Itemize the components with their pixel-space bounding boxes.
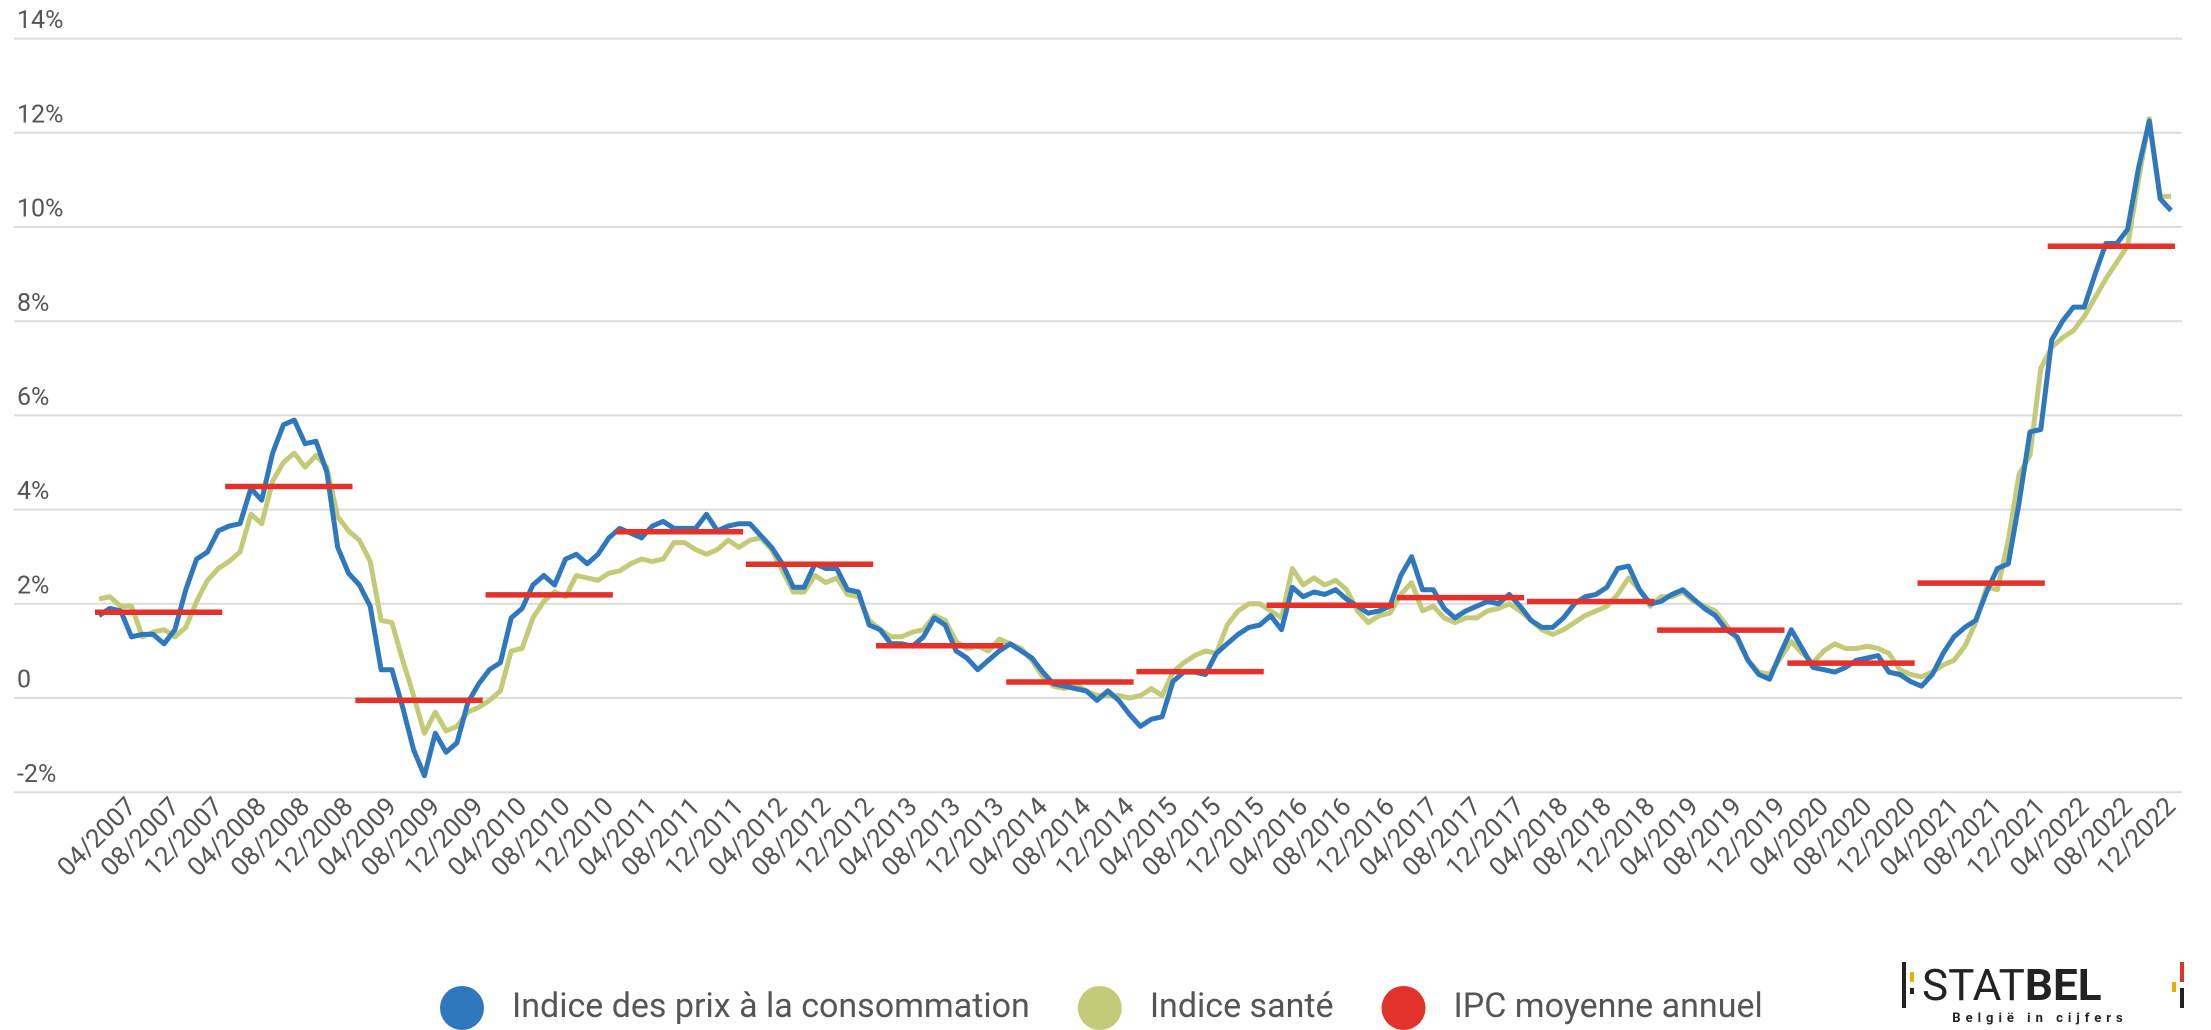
y-tick-label: 10% xyxy=(17,195,63,224)
y-tick-label: 4% xyxy=(17,477,49,506)
y-tick-label: 6% xyxy=(17,383,49,412)
legend-label: Indice santé xyxy=(1150,986,1334,1026)
logo-bar xyxy=(2180,962,2184,982)
logo-bar xyxy=(1910,972,1914,982)
logo-bar xyxy=(2172,982,2176,992)
y-tick-label: -2% xyxy=(17,760,56,789)
y-tick-label: 14% xyxy=(17,6,63,35)
series-line xyxy=(97,118,2173,779)
y-tick-label: 12% xyxy=(17,100,63,129)
series-line xyxy=(98,116,2171,736)
logo-bar xyxy=(2180,988,2184,1008)
y-tick-label: 8% xyxy=(17,289,49,318)
logo-bold: BEL xyxy=(2025,959,2102,1011)
y-tick-label: 0 xyxy=(17,666,31,695)
legend-label: Indice des prix à la consommation xyxy=(512,986,1030,1026)
legend-marker xyxy=(1381,986,1426,1030)
logo-tagline: België in cijfers xyxy=(1952,1011,2127,1026)
legend-label: IPC moyenne annuel xyxy=(1454,986,1763,1026)
logo-light: STAT xyxy=(1922,959,2025,1011)
logo: STATBEL België in cijfers xyxy=(1902,959,2184,1026)
logo-text: STATBEL xyxy=(1922,959,2102,1011)
logo-bar xyxy=(1910,988,1914,994)
y-tick-label: 2% xyxy=(17,571,49,600)
legend-marker xyxy=(1077,986,1122,1030)
logo-bar xyxy=(1902,962,1906,1008)
legend-marker xyxy=(440,986,484,1030)
